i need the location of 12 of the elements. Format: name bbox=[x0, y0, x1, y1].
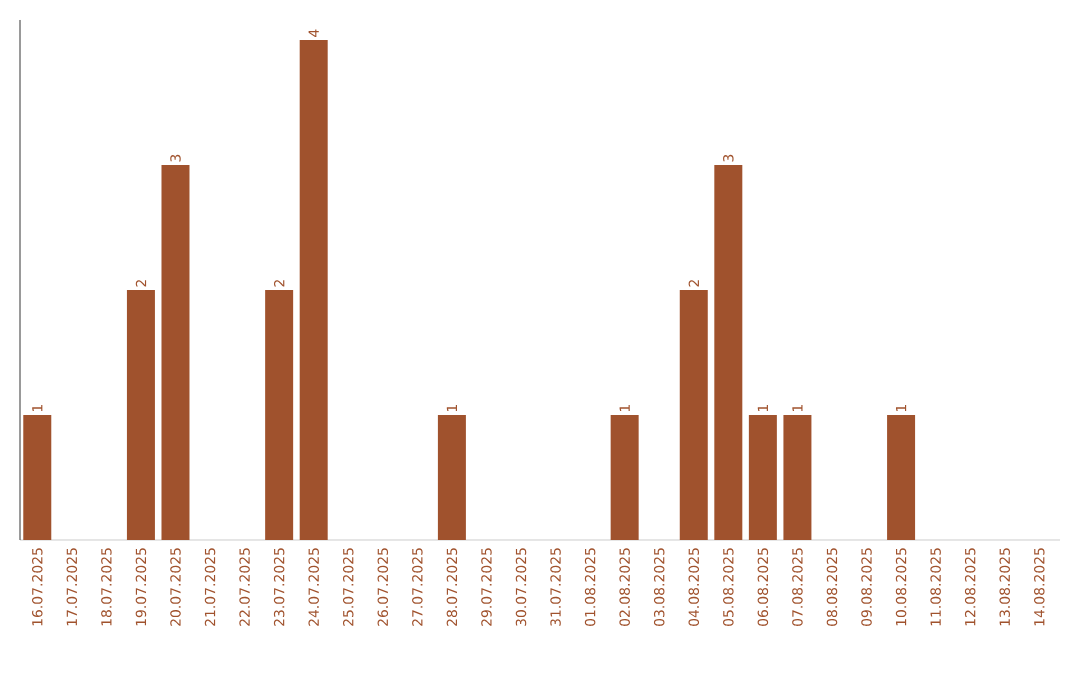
bar bbox=[126, 289, 155, 540]
bar bbox=[23, 414, 52, 540]
bar bbox=[679, 289, 708, 540]
bar bbox=[437, 414, 466, 540]
bar bbox=[299, 39, 328, 540]
bar bbox=[783, 414, 812, 540]
bar bbox=[887, 414, 916, 540]
bar bbox=[610, 414, 639, 540]
bar bbox=[265, 289, 294, 540]
bar bbox=[161, 164, 190, 540]
bar bbox=[748, 414, 777, 540]
bar bbox=[714, 164, 743, 540]
